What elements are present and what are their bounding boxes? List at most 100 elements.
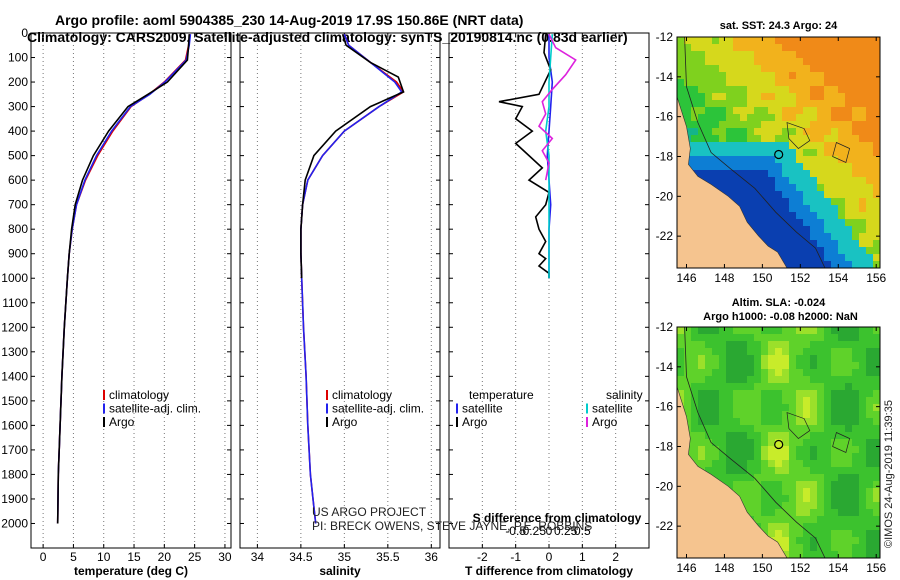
reef-contour	[832, 142, 851, 163]
map-y-tick-label: -12	[656, 30, 674, 44]
shelf-contour	[684, 327, 826, 558]
x-tick-label: 34.5	[289, 550, 313, 564]
map-y-tick-label: -16	[656, 110, 674, 124]
legend-label: satellite-adj. clim.	[332, 402, 424, 416]
x-tick-label: 0	[40, 550, 47, 564]
x-tick-label: -2	[477, 550, 488, 564]
y-tick-label: 500	[8, 149, 28, 163]
map-x-tick-label: 150	[752, 271, 772, 285]
map-y-tick-label: -14	[656, 70, 674, 84]
map-x-tick-label: 148	[714, 271, 734, 285]
y-tick-label: 100	[8, 51, 28, 65]
legend-label: Argo	[332, 415, 358, 429]
legend-label: Argo	[462, 415, 488, 429]
x-axis-label-top: S difference from climatology	[473, 511, 642, 525]
y-tick-label: 1900	[1, 492, 28, 506]
y-tick-label: 1300	[1, 345, 28, 359]
y-tick-label: 2000	[1, 516, 28, 530]
y-tick-label: 1000	[1, 271, 28, 285]
x-tick-label: 20	[158, 550, 172, 564]
x-tick-label: 0	[546, 550, 553, 564]
map-y-tick-label: -20	[656, 189, 674, 203]
y-tick-label: 700	[8, 198, 28, 212]
series-line-argo	[300, 33, 405, 279]
map-y-tick-label: -14	[656, 360, 674, 374]
imos-credit: ©IMOS 24-Aug-2019 11:39:35	[883, 400, 895, 548]
difference-profile-chart: -2 -1 0 1 2T difference from climatology S di…	[448, 32, 650, 578]
s-tick-label: 0.5	[574, 524, 591, 538]
y-tick-label: 900	[8, 247, 28, 261]
map-title: Altim. SLA: -0.024	[732, 297, 826, 309]
shelf-contour	[684, 37, 826, 268]
map-x-tick-label: 156	[866, 561, 886, 575]
map-frame	[676, 326, 881, 559]
map-x-tick-label: 150	[752, 561, 772, 575]
map-title: sat. SST: 24.3 Argo: 24	[720, 20, 838, 32]
reef-contour	[786, 412, 811, 439]
series-line-s-satellite	[544, 34, 554, 279]
x-tick-label: 25	[188, 550, 202, 564]
s-tick-label: 0.25	[554, 524, 578, 538]
s-tick-label: -0.25	[519, 524, 547, 538]
x-tick-label: 15	[127, 550, 141, 564]
y-tick-label: 300	[8, 100, 28, 114]
x-axis-label: temperature (deg C)	[74, 564, 188, 578]
legend-label: Argo	[592, 415, 618, 429]
x-tick-label: 1	[579, 550, 586, 564]
map-subtitle: Argo h1000: -0.08 h2000: NaN	[703, 311, 858, 323]
y-tick-label: 600	[8, 173, 28, 187]
x-axis-label: T difference from climatology	[465, 564, 633, 578]
map-x-tick-label: 146	[676, 561, 696, 575]
legend-label: satellite-adj. clim.	[109, 402, 201, 416]
x-tick-label: 35.5	[376, 550, 400, 564]
x-tick-label: 5	[70, 550, 77, 564]
map-frame	[676, 36, 881, 269]
reef-contour	[832, 432, 851, 453]
legend-title-temperature: temperature	[469, 388, 534, 402]
salinity-profile-chart: 34 34.5 35 35.5 36 salinity climatologysatelli…	[239, 32, 441, 578]
figure-title-line1: Argo profile: aoml 5904385_230 14-Aug-20…	[55, 12, 524, 28]
x-tick-label: 10	[97, 550, 111, 564]
y-tick-label: 1700	[1, 443, 28, 457]
s-tick-label: 0	[546, 524, 553, 538]
map-area	[677, 327, 880, 558]
land-polygon	[677, 96, 788, 268]
map-x-tick-label: 148	[714, 561, 734, 575]
credit-line1: US ARGO PROJECT	[312, 505, 427, 519]
map-area	[677, 37, 880, 268]
land-polygon	[677, 386, 788, 558]
y-tick-label: 200	[8, 75, 28, 89]
sst-map: -12 -14 -16 -18 -20 -22 146 148 150 152 154 156 sat.…	[656, 20, 887, 285]
x-tick-label: 2	[612, 550, 619, 564]
map-y-tick-label: -18	[656, 439, 674, 453]
y-tick-label: 1200	[1, 320, 28, 334]
y-tick-label: 800	[8, 222, 28, 236]
y-tick-label: 1600	[1, 418, 28, 432]
y-tick-label: 1500	[1, 394, 28, 408]
y-tick-label: 1800	[1, 467, 28, 481]
x-tick-label: 35	[338, 550, 352, 564]
map-y-tick-label: -20	[656, 479, 674, 493]
y-tick-label: 1100	[2, 296, 28, 310]
s-tick-label: -0.5	[505, 524, 526, 538]
legend-label: climatology	[109, 388, 169, 402]
legend-label: satellite	[592, 402, 633, 416]
map-x-tick-label: 154	[828, 561, 848, 575]
y-tick-label: 400	[8, 124, 28, 138]
legend-label: Argo	[109, 415, 135, 429]
argo-location-marker	[774, 149, 784, 160]
map-y-tick-label: -12	[656, 320, 674, 334]
series-line-s-argo	[537, 33, 577, 181]
argo-location-marker	[774, 439, 784, 450]
credit-line2: PI: BRECK OWENS, STEVE JAYNE, P.E. ROBBI…	[312, 519, 593, 533]
map-x-tick-label: 154	[828, 271, 848, 285]
x-tick-label: 34	[251, 550, 265, 564]
y-tick-label: 0	[21, 26, 28, 40]
plot-frame	[30, 32, 232, 549]
legend-title-salinity: salinity	[606, 388, 643, 402]
plot-frame	[239, 32, 441, 549]
map-x-tick-label: 146	[676, 271, 696, 285]
map-y-tick-label: -22	[656, 519, 674, 533]
series-line-argo	[56, 34, 190, 524]
